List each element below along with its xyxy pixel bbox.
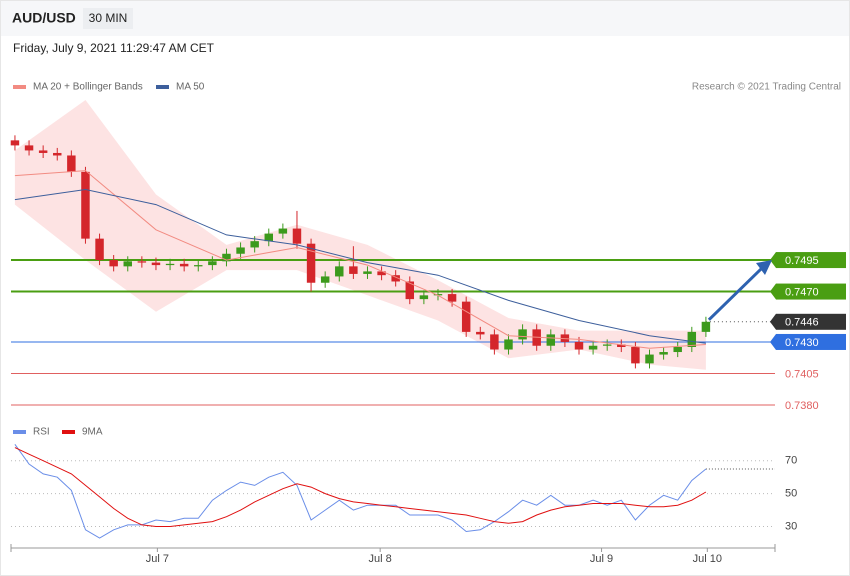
candle-body	[391, 275, 400, 282]
candle-body	[24, 145, 34, 151]
candle-body	[419, 295, 429, 300]
candle-body	[53, 152, 62, 156]
header-bar	[1, 1, 849, 36]
level-label: 0.7446	[785, 317, 819, 329]
candle-body	[546, 334, 556, 346]
candle-body	[151, 262, 161, 266]
candle-body	[236, 247, 245, 254]
candle-body	[433, 294, 443, 296]
y-tick-label: 50	[785, 488, 797, 500]
candle-body	[461, 301, 471, 332]
x-tick-label: Jul 8	[369, 553, 392, 565]
level-label: 0.7380	[785, 400, 819, 412]
level-label: 0.7470	[785, 286, 819, 298]
candle-body	[81, 171, 90, 239]
candle-body	[631, 347, 640, 364]
x-tick-label: Jul 10	[693, 553, 722, 565]
level-label-box	[776, 333, 846, 350]
indicator-line	[14, 447, 707, 527]
candle-body	[447, 294, 457, 302]
candle-body	[179, 263, 189, 267]
level-label-pointer	[770, 252, 776, 269]
candle-body	[518, 329, 527, 340]
legend-label: 9MA	[82, 427, 103, 438]
candle-body	[476, 331, 485, 335]
indicator-line	[14, 444, 707, 539]
moving-average	[14, 188, 706, 344]
legend-swatch	[156, 85, 169, 89]
candle-body	[617, 344, 626, 347]
candle-body	[349, 266, 358, 274]
candle-body	[38, 150, 48, 153]
candle-body	[95, 238, 104, 261]
timestamp: Friday, July 9, 2021 11:29:47 AM CET	[13, 41, 215, 55]
candle-body	[250, 241, 259, 248]
candle-body	[574, 341, 584, 350]
level-label: 0.7495	[785, 255, 819, 267]
candle-body	[659, 352, 668, 355]
moving-average	[14, 170, 706, 349]
forecast-arrow	[707, 266, 764, 321]
candle-body	[292, 228, 302, 244]
candle-body	[687, 331, 697, 347]
level-label-box	[776, 313, 846, 330]
legend-swatch	[62, 430, 75, 434]
level-label-box	[776, 283, 846, 300]
legend-label: MA 50	[176, 82, 205, 93]
candle-body	[222, 253, 231, 262]
candle-body	[673, 347, 682, 353]
x-tick-label: Jul 7	[146, 553, 169, 565]
credit: Research © 2021 Trading Central	[692, 82, 841, 93]
candle-body	[490, 334, 499, 350]
level-label-pointer	[770, 333, 776, 350]
candle-body	[363, 271, 372, 274]
candle-body	[67, 155, 76, 172]
x-tick-label: Jul 9	[590, 553, 613, 565]
candle-body	[123, 261, 132, 267]
candle-body	[602, 344, 612, 346]
candle-body	[208, 261, 217, 266]
candle-body	[10, 140, 20, 146]
candle-body	[405, 281, 415, 300]
candle-body	[320, 276, 330, 283]
candle-body	[264, 233, 273, 242]
legend-swatch	[13, 430, 26, 434]
legend-label: MA 20 + Bollinger Bands	[33, 82, 143, 93]
candle-body	[701, 321, 711, 332]
candle-body	[335, 266, 344, 277]
symbol: AUD/USD	[12, 10, 76, 26]
candle-body	[377, 271, 386, 276]
forecast-arrowhead	[756, 260, 772, 276]
candle-body	[278, 228, 288, 234]
level-label: 0.7405	[785, 368, 819, 380]
legend-swatch	[13, 85, 26, 89]
level-label-box	[776, 252, 846, 269]
bollinger-band	[14, 100, 706, 370]
y-tick-label: 70	[785, 455, 797, 467]
candle-body	[109, 260, 118, 267]
candle-body	[645, 354, 654, 364]
candle-body	[588, 345, 598, 350]
candle-body	[306, 243, 316, 283]
interval: 30 MIN	[89, 11, 128, 25]
candle-body	[165, 263, 175, 266]
level-label: 0.7430	[785, 337, 819, 349]
legend-label: RSI	[33, 427, 50, 438]
candle-body	[137, 261, 147, 263]
candle-body	[194, 265, 203, 267]
interval-box	[83, 8, 133, 29]
y-tick-label: 30	[785, 520, 797, 532]
level-label-pointer	[770, 283, 776, 300]
candle-body	[504, 339, 513, 350]
level-label-pointer	[770, 313, 776, 330]
